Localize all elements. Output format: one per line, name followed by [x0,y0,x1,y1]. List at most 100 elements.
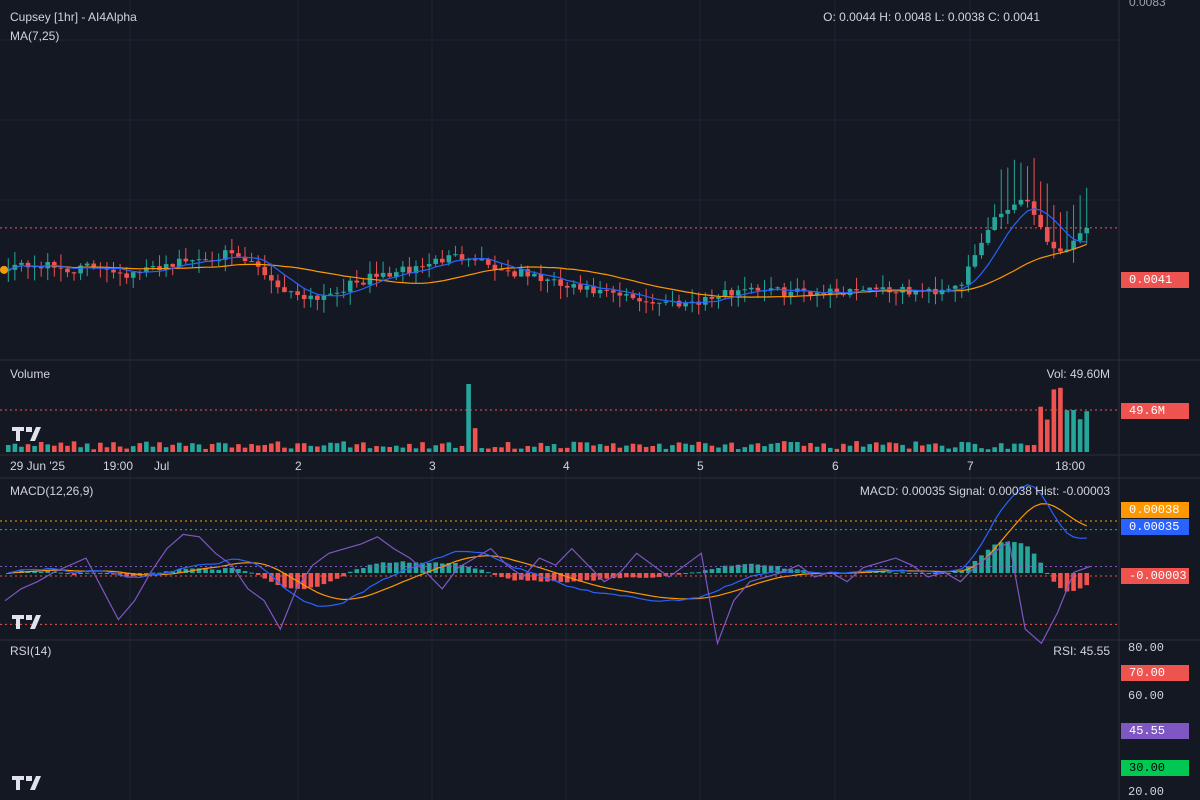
macd-histogram-bar [637,573,642,578]
volume-bar [242,447,248,452]
macd-histogram-bar [564,573,570,583]
volume-bar [775,442,780,452]
macd-histogram-bar [387,562,392,573]
macd-histogram-bar [735,564,741,573]
macd-histogram-bar [433,562,439,573]
macd-histogram-bar [545,573,550,582]
candle-body [374,273,379,277]
volume-bar [216,442,222,452]
volume-bar [407,443,412,452]
candle-body [222,250,228,260]
volume-bar [920,445,925,452]
macd-histogram-bar [104,573,110,574]
macd-histogram-bar [308,573,314,588]
candle-body [196,259,202,261]
candle-body [242,256,248,262]
volume-bar [400,447,406,452]
time-axis-label: 18:00 [1055,459,1086,473]
rsi-tick-80: 80.00 [1128,641,1165,655]
candle-body [163,264,169,271]
macd-histogram-bar [762,565,767,573]
volume-bar [361,442,366,452]
candle-body [985,229,991,243]
macd-histogram-bar [315,573,320,587]
volume-bar [887,442,892,452]
macd-histogram-bar [216,569,222,573]
volume-bar [124,448,129,452]
price-axis-top-tick: 0.0083 [1129,0,1166,9]
macd-histogram-bar [1012,542,1017,573]
candle-body [775,287,780,289]
candle-body [420,266,425,268]
candle-body [380,272,386,277]
volume-bar [801,445,807,452]
volume-bar [1058,387,1063,452]
volume-bar [1051,389,1057,452]
candle-body [1071,240,1076,250]
volume-bar [906,448,912,452]
candle-body [867,287,873,291]
candle-body [58,267,64,269]
volume-bar [650,445,656,452]
macd-hist-tag: -0.00003 [1121,568,1189,584]
candle-body [492,264,498,270]
volume-bar [367,448,373,452]
volume-bar [288,448,294,452]
volume-bar [610,443,616,452]
volume-bar [104,447,110,452]
volume-bar [1018,443,1024,452]
macd-histogram-bar [933,573,938,575]
candle-body [703,297,708,305]
candle-body [25,262,31,268]
volume-bar [670,445,675,452]
volume-bar [867,444,873,452]
volume-bar [1005,448,1011,452]
volume-bar [525,445,531,452]
volume-bar [203,448,208,452]
candle-body [1064,249,1070,252]
macd-histogram-bar [459,565,465,573]
candle-body [676,300,682,307]
candle-body [249,261,254,263]
time-axis-label: 3 [429,459,436,473]
macd-histogram-bar [1025,546,1030,573]
macd-histogram-bar [1031,553,1037,573]
candle-body [393,272,399,277]
macd-histogram-bar [571,573,577,582]
macd-histogram-bar [742,564,748,573]
candle-body [946,288,951,290]
volume-bar [860,446,866,452]
volume-bar [84,443,90,452]
volume-bar [781,441,787,452]
volume-bar [472,428,478,452]
ma7-line [8,208,1087,304]
macd-histogram-bar [1064,573,1070,592]
macd-histogram-bar [551,573,557,582]
volume-bar [117,446,123,452]
volume-bar [1044,419,1050,452]
candle-body [52,262,57,268]
macd-histogram-bar [946,572,951,574]
volume-bar [380,446,386,452]
volume-bar [926,444,932,452]
volume-bar [532,446,537,452]
macd-histogram-bar [439,563,445,573]
macd-histogram-bar [242,571,248,573]
candle-body [91,263,97,267]
volume-bar [946,448,951,452]
macd-histogram-bar [880,571,886,573]
volume-bar [45,444,51,452]
volume-bar [295,443,300,452]
ohlc-readout: O: 0.0044 H: 0.0048 L: 0.0038 C: 0.0041 [823,10,1040,24]
volume-bar [157,442,162,452]
volume-bar [847,445,853,452]
volume-bar [762,446,767,452]
macd-histogram-bar [703,570,708,573]
volume-bar [703,443,708,452]
volume-bar [459,445,465,452]
volume-bar [315,446,320,452]
volume-bar [716,447,721,452]
macd-histogram-bar [643,573,649,578]
candle-body [571,284,577,288]
